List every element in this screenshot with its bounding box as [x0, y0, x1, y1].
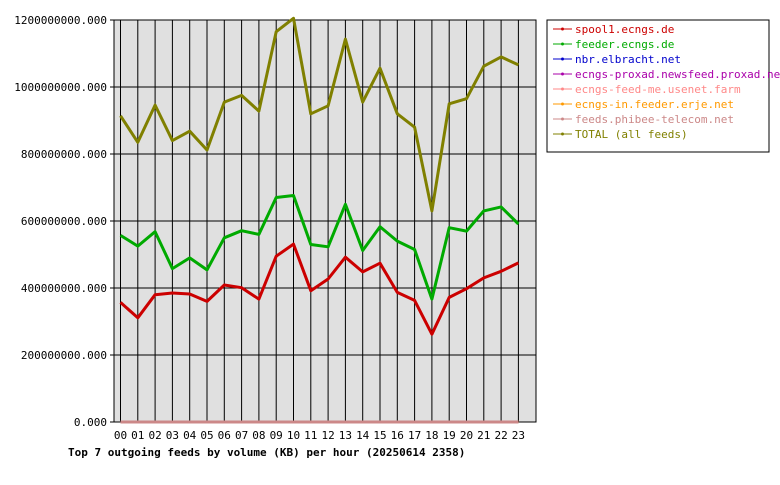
legend-marker — [561, 117, 564, 121]
x-tick-label: 13 — [339, 429, 352, 442]
legend-label: spool1.ecngs.de — [575, 23, 674, 36]
legend-box — [546, 19, 770, 153]
x-tick-label: 16 — [391, 429, 404, 442]
x-tick-label: 04 — [183, 429, 197, 442]
legend-item: TOTAL (all feeds) — [553, 128, 688, 141]
legend-item: ecngs-proxad.newsfeed.proxad.net — [553, 68, 780, 81]
legend-item: ecngs-in.feeder.erje.net — [553, 98, 734, 111]
series-line — [119, 16, 520, 213]
legend-item: feeder.ecngs.de — [553, 38, 674, 51]
x-tick-label: 17 — [408, 429, 421, 442]
x-tick-label: 06 — [218, 429, 231, 442]
x-tick-label: 02 — [148, 429, 161, 442]
y-tick-label: 0.000 — [74, 416, 107, 429]
x-tick-label: 19 — [443, 429, 456, 442]
series-line — [119, 194, 520, 301]
legend-marker — [561, 72, 564, 76]
legend-label: feeds.phibee-telecom.net — [575, 113, 734, 126]
x-tick-label: 20 — [460, 429, 473, 442]
legend-item: ecngs-feed-me.usenet.farm — [553, 83, 741, 96]
legend-marker — [561, 42, 564, 46]
legend-label: feeder.ecngs.de — [575, 38, 674, 51]
chart-title: Top 7 outgoing feeds by volume (KB) per … — [68, 446, 465, 459]
legend-item: spool1.ecngs.de — [553, 23, 674, 36]
x-tick-label: 12 — [321, 429, 334, 442]
y-tick-label: 400000000.000 — [21, 282, 107, 295]
legend-label: nbr.elbracht.net — [575, 53, 681, 66]
axis-ticks: 00 01 02 03 04 05 06 07 08 09 10 11 12 13 14 15 16 17 18 19… — [14, 14, 525, 442]
legend-label: ecngs-feed-me.usenet.farm — [575, 83, 741, 96]
x-tick-label: 09 — [270, 429, 283, 442]
x-tick-label: 15 — [373, 429, 386, 442]
legend-marker — [561, 27, 564, 31]
legend-marker — [561, 132, 564, 136]
y-tick-label: 600000000.000 — [21, 215, 107, 228]
y-tick-label: 1000000000.000 — [14, 81, 107, 94]
x-tick-label: 21 — [477, 429, 490, 442]
legend-item: feeds.phibee-telecom.net — [553, 113, 734, 126]
x-tick-label: 18 — [425, 429, 438, 442]
x-tick-label: 22 — [494, 429, 507, 442]
x-tick-label: 03 — [166, 429, 179, 442]
x-tick-label: 23 — [512, 429, 525, 442]
legend-label: ecngs-proxad.newsfeed.proxad.net — [575, 68, 780, 81]
legend-label: ecngs-in.feeder.erje.net — [575, 98, 734, 111]
y-tick-label: 1200000000.000 — [14, 14, 107, 27]
legend-marker — [561, 102, 564, 106]
legend-marker — [561, 57, 564, 61]
legend-item: nbr.elbracht.net — [553, 53, 681, 66]
x-tick-label: 00 — [114, 429, 127, 442]
x-tick-label: 10 — [287, 429, 300, 442]
legend-marker — [561, 87, 564, 91]
y-tick-label: 800000000.000 — [21, 148, 107, 161]
x-tick-label: 11 — [304, 429, 317, 442]
legend-label: TOTAL (all feeds) — [575, 128, 688, 141]
series-line — [119, 242, 520, 336]
series-lines — [119, 16, 520, 424]
x-tick-label: 14 — [356, 429, 370, 442]
x-tick-label: 07 — [235, 429, 248, 442]
x-tick-label: 05 — [200, 429, 213, 442]
legend: spool1.ecngs.de feeder.ecngs.de nbr.elbrac… — [553, 23, 780, 141]
x-tick-label: 01 — [131, 429, 144, 442]
x-tick-label: 08 — [252, 429, 265, 442]
y-tick-label: 200000000.000 — [21, 349, 107, 362]
